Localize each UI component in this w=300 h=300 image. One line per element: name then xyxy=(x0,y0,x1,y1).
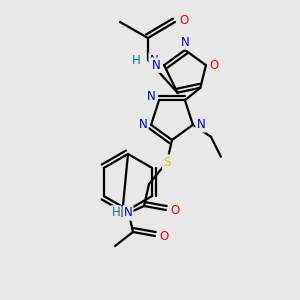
Text: N: N xyxy=(147,90,155,103)
Text: N: N xyxy=(139,118,148,131)
Text: S: S xyxy=(163,155,171,169)
Text: O: O xyxy=(170,203,180,217)
Text: N: N xyxy=(152,59,161,72)
Text: N: N xyxy=(124,206,132,220)
Text: O: O xyxy=(209,59,218,72)
Text: O: O xyxy=(179,14,189,26)
Text: H: H xyxy=(112,206,120,220)
Text: N: N xyxy=(150,53,158,67)
Text: N: N xyxy=(196,118,205,131)
Text: N: N xyxy=(181,35,189,49)
Text: H: H xyxy=(132,53,140,67)
Text: O: O xyxy=(159,230,169,242)
